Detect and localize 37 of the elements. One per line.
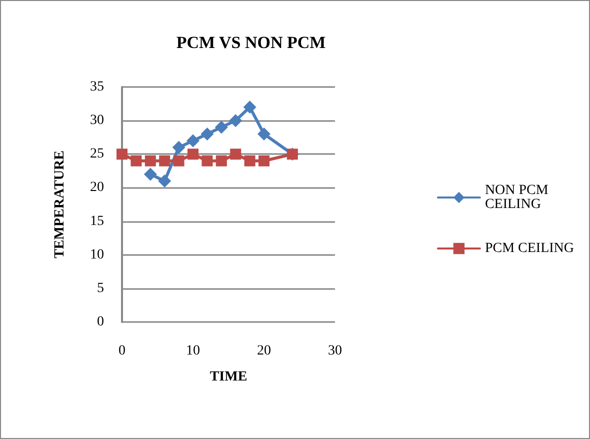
y-tick-label: 35 [90, 80, 104, 94]
point [144, 155, 156, 166]
point [200, 128, 214, 140]
point [130, 155, 142, 166]
point [186, 134, 200, 148]
x-tick-label: 20 [257, 344, 271, 358]
x-tick-label: 0 [118, 344, 126, 358]
x-tick-label: 30 [328, 344, 342, 358]
x-tick-label: 10 [186, 344, 200, 358]
y-tick-label: 0 [97, 314, 104, 330]
y-tick-label: 20 [90, 180, 104, 196]
point [159, 155, 170, 166]
point [116, 148, 128, 160]
point [229, 114, 242, 128]
chart-title: PCM VS NON PCM [176, 33, 326, 52]
point [216, 155, 227, 166]
point [230, 148, 242, 160]
legend-label: NON PCM CEILING [484, 183, 552, 212]
y-tick-label: 10 [90, 247, 104, 262]
y-axis-title: TEMPERATURE [52, 150, 68, 258]
point [173, 155, 184, 166]
point [188, 148, 198, 160]
y-tick-label: 5 [97, 280, 104, 296]
point [258, 128, 270, 140]
point [172, 140, 186, 154]
point [214, 120, 228, 134]
point [144, 168, 157, 181]
point [258, 155, 270, 166]
y-tick-label: 25 [90, 146, 104, 162]
y-tick-label: 15 [90, 214, 104, 229]
point [243, 100, 256, 114]
point [158, 174, 172, 188]
point [244, 155, 256, 166]
y-tick-label: 30 [90, 113, 104, 128]
point [202, 155, 213, 166]
x-axis-title: TIME [210, 370, 248, 384]
legend-label: PCM CEILING [484, 241, 574, 256]
